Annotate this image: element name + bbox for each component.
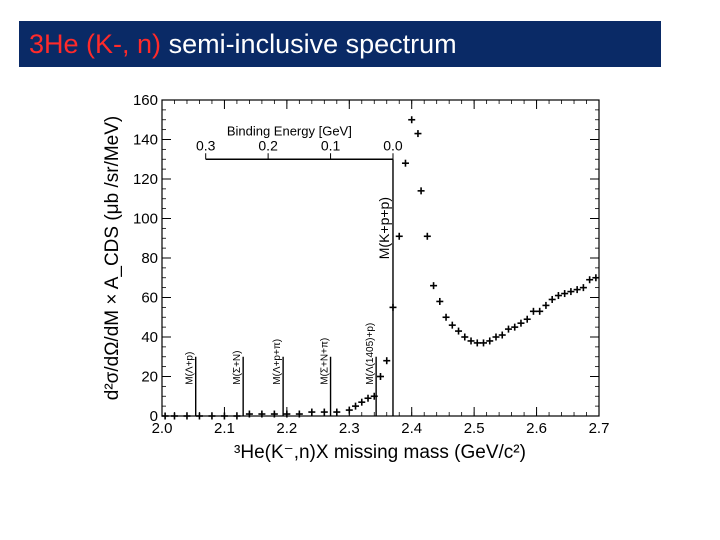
binding-energy-tick-label: 0.3 [196,137,216,153]
x-tick-label: 2.4 [401,420,422,437]
data-point [195,412,203,420]
data-point [414,130,422,138]
binding-energy-tick-label: 0.1 [321,137,341,153]
data-point [461,333,469,341]
data-point [455,327,463,335]
y-tick-label: 160 [133,92,158,109]
x-tick-label: 2.2 [276,420,297,437]
data-point [352,402,360,410]
y-tick-label: 120 [133,171,158,188]
data-point [233,412,241,420]
axes: 2.0 2.1 2.2 2.3 2.4 2.5 2.6 2.7 0 20 40 60 80 100 120 1… [133,92,609,437]
y-tick-label: 40 [141,329,158,346]
title-bar: 3He (K-, n) semi-inclusive spectrum [19,21,661,67]
threshold-label: M(Λ+p) [185,352,196,385]
y-tick-label: 60 [141,290,158,307]
data-point [370,392,378,400]
threshold-label: M(Σ+N+π) [320,338,331,385]
slide-title: 3He (K-, n) semi-inclusive spectrum [29,27,457,61]
threshold-lines: M(Λ+p) M(Σ+N) M(Λ+p+π) M(Σ+N+π) M(Λ(1405)+p)… [185,159,394,416]
data-point [554,292,562,300]
x-tick-label: 2.0 [152,420,173,437]
data-point [579,284,587,292]
data-point [364,394,372,402]
data-point [170,412,178,420]
data-point [567,288,575,296]
data-point [511,323,519,331]
data-point [592,274,600,282]
slide-title-highlight: 3He (K-, n) [29,29,162,59]
data-point [430,282,438,290]
data-point [486,337,494,345]
data-point [161,412,169,420]
data-point [377,373,384,380]
data-point [517,319,525,327]
data-point [536,307,544,315]
y-axis-label: d²σ/dΩ/dM × A_CDS (μb /sr/MeV) [102,116,123,400]
data-point [345,406,353,414]
y-tick-label: 140 [133,132,158,149]
threshold-label: M(Λ(1405)+p) [365,323,376,385]
binding-energy-tick-label: 0.2 [258,137,278,153]
x-tick-label: 2.5 [464,420,485,437]
data-point [492,333,500,341]
data-point [183,412,191,420]
y-tick-label: 20 [141,369,158,386]
data-point [258,410,266,418]
data-point [295,410,303,418]
binding-energy-title: Binding Energy [GeV] [227,124,352,139]
x-axis-label: ³He(K⁻,n)X missing mass (GeV/c²) [234,442,526,463]
data-point [245,410,253,418]
data-point [561,290,569,298]
data-point [408,116,416,124]
data-point [442,313,450,321]
data-point [523,315,531,323]
data-point [358,398,366,406]
threshold-label: M(Σ+N) [232,351,243,385]
data-point [573,286,581,294]
data-points [161,116,600,420]
data-point [220,412,228,420]
x-tick-label: 2.3 [339,420,360,437]
data-point [448,321,456,329]
data-point [389,303,397,311]
x-tick-label: 2.6 [526,420,547,437]
binding-energy-tick-label: 0.0 [383,137,403,153]
data-point [504,325,512,333]
data-point [467,337,475,345]
threshold-label: M(K+p+p) [376,197,392,259]
data-point [308,408,316,416]
data-point [401,159,409,167]
y-tick-label: 0 [150,408,158,425]
data-point [417,187,425,195]
data-point [436,297,444,305]
data-point [333,408,341,416]
data-point [542,301,550,309]
data-point [283,410,291,418]
y-tick-label: 100 [133,211,158,228]
data-point [270,410,278,418]
data-point [320,408,328,416]
data-point [383,357,391,365]
data-point [395,232,403,240]
data-point [423,232,431,240]
data-point [529,307,537,315]
data-point [586,276,594,284]
y-tick-label: 80 [141,250,158,267]
slide-title-rest: semi-inclusive spectrum [168,29,457,59]
data-point [480,339,488,347]
data-point [473,339,481,347]
x-tick-label: 2.7 [589,420,610,437]
data-point [498,331,506,339]
data-point [208,412,216,420]
threshold-label: M(Λ+p+π) [272,339,283,385]
data-point [548,295,556,303]
binding-energy-axis: Binding Energy [GeV] 0.3 0.2 0.1 0.0 [196,124,403,160]
x-tick-label: 2.1 [214,420,235,437]
